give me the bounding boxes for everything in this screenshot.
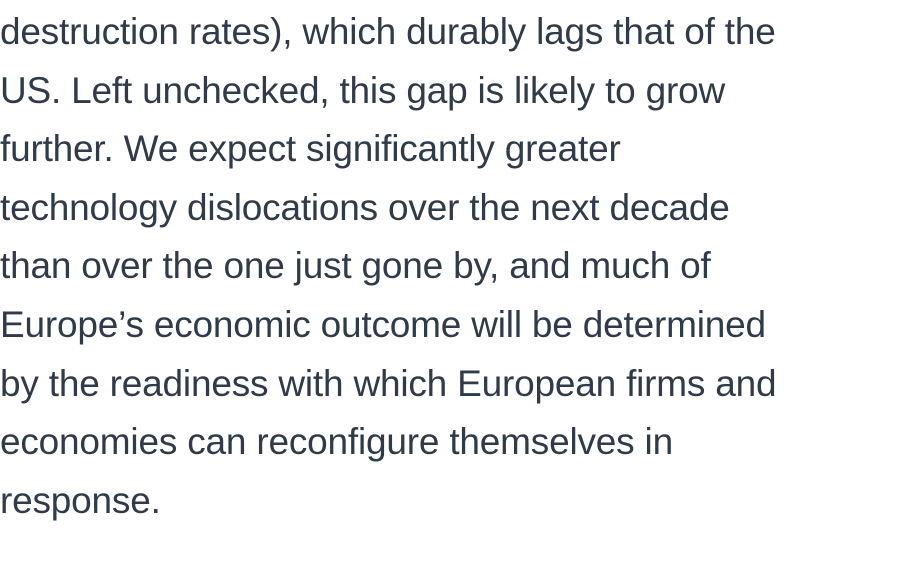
text-line: Europe’s economic outcome will be determ… — [0, 303, 766, 345]
text-line: economies can reconfigure themselves in — [0, 421, 673, 463]
text-line: technology dislocations over the next de… — [0, 186, 730, 228]
text-line: US. Left unchecked, this gap is likely t… — [0, 69, 726, 111]
text-line: destruction rates), which durably lags t… — [0, 11, 776, 52]
text-line: further. We expect significantly greater — [0, 128, 621, 170]
text-line: by the readiness with which European fir… — [0, 362, 777, 404]
text-line: than over the one just gone by, and much… — [0, 245, 711, 287]
text-line: response. — [0, 479, 161, 521]
paragraph: destruction rates), which durably lags t… — [0, 3, 902, 530]
